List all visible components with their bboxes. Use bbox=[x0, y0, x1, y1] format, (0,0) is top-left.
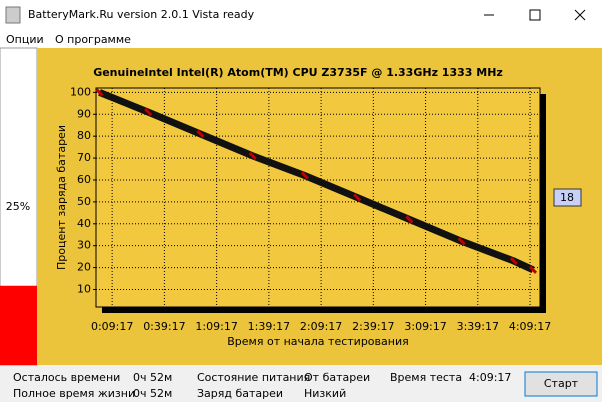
start-button[interactable] bbox=[524, 371, 598, 397]
status-label: Осталось времени bbox=[13, 371, 120, 384]
y-tick-label: 50 bbox=[77, 195, 91, 208]
y-tick-label: 40 bbox=[77, 217, 91, 230]
y-tick-label: 60 bbox=[77, 173, 91, 186]
series-marker bbox=[457, 237, 466, 246]
y-tick-label: 90 bbox=[77, 107, 91, 120]
series-marker bbox=[353, 193, 362, 202]
y-tick-label: 10 bbox=[77, 282, 91, 295]
x-tick-label: 1:09:17 bbox=[195, 320, 237, 333]
series-marker bbox=[405, 215, 414, 224]
x-tick-label: 0:39:17 bbox=[143, 320, 185, 333]
x-tick-label: 0:09:17 bbox=[91, 320, 133, 333]
x-tick-label: 3:39:17 bbox=[457, 320, 499, 333]
status-label: Полное время жизни bbox=[13, 387, 135, 400]
close-button[interactable] bbox=[574, 9, 586, 21]
series-marker bbox=[248, 151, 257, 160]
x-tick-label: 4:09:17 bbox=[509, 320, 551, 333]
series-marker bbox=[509, 256, 518, 266]
x-axis-label: Время от начала тестирования bbox=[227, 335, 408, 348]
series-line bbox=[98, 89, 535, 273]
status-value: Низкий bbox=[304, 387, 346, 400]
badge bbox=[553, 188, 582, 207]
series-marker bbox=[144, 108, 153, 117]
gauge-fill bbox=[0, 285, 37, 365]
menu-item[interactable]: О программе bbox=[55, 33, 131, 46]
chart-title: GenuineIntel Intel(R) Atom(TM) CPU Z3735… bbox=[93, 66, 503, 79]
series-marker bbox=[95, 88, 104, 97]
status-value: От батареи bbox=[304, 371, 370, 384]
series-marker bbox=[300, 171, 310, 180]
app-icon bbox=[5, 6, 21, 24]
y-tick-label: 30 bbox=[77, 239, 91, 252]
x-tick-label: 2:39:17 bbox=[352, 320, 394, 333]
y-tick-label: 100 bbox=[70, 85, 91, 98]
gauge-label: 25% bbox=[6, 200, 30, 213]
maximize-button[interactable] bbox=[529, 9, 541, 21]
x-tick-label: 1:39:17 bbox=[248, 320, 290, 333]
status-label: Время теста bbox=[390, 371, 462, 384]
status-label: Заряд батареи bbox=[197, 387, 283, 400]
y-tick-label: 70 bbox=[77, 151, 91, 164]
y-tick-label: 20 bbox=[77, 261, 91, 274]
badge-value: 18 bbox=[560, 191, 574, 204]
menu-item[interactable]: Опции bbox=[6, 33, 44, 46]
y-axis-label: Процент заряда батареи bbox=[55, 125, 68, 270]
x-tick-label: 3:09:17 bbox=[404, 320, 446, 333]
x-tick-label: 2:09:17 bbox=[300, 320, 342, 333]
status-value: 0ч 52м bbox=[133, 387, 172, 400]
status-value: 4:09:17 bbox=[469, 371, 511, 384]
plot-area bbox=[95, 87, 541, 308]
menu-bar bbox=[0, 30, 602, 48]
status-label: Состояние питания bbox=[197, 371, 310, 384]
series-marker bbox=[196, 129, 205, 139]
window-title: BatteryMark.Ru version 2.0.1 Vista ready bbox=[28, 8, 255, 21]
title-bar bbox=[0, 0, 602, 30]
start-button-label[interactable]: Старт bbox=[544, 377, 579, 390]
status-value: 0ч 52м bbox=[133, 371, 172, 384]
y-tick-label: 80 bbox=[77, 129, 91, 142]
series-marker bbox=[528, 265, 538, 274]
